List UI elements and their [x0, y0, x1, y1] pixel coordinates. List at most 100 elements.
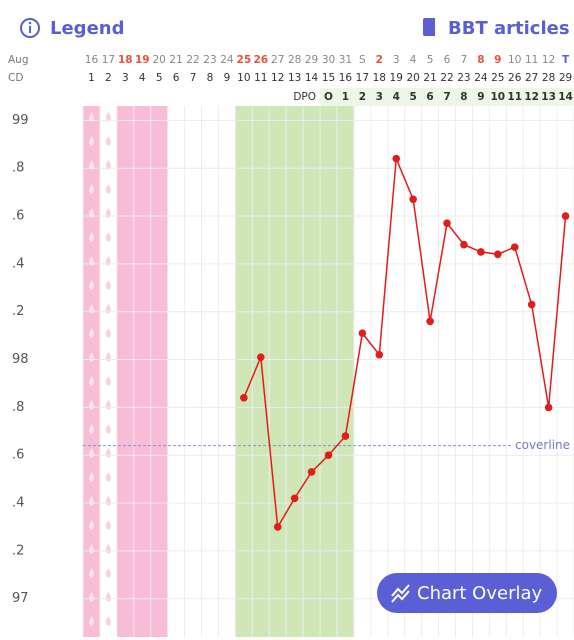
period-band — [116, 106, 134, 637]
drop-icon — [105, 208, 111, 218]
cd-label: 23 — [457, 72, 470, 84]
temperature-point — [426, 317, 434, 326]
button-label[interactable]: Chart Overlay — [417, 583, 543, 604]
period-band — [133, 106, 151, 637]
drop-icon — [88, 568, 94, 578]
cd-label: 5 — [156, 72, 163, 84]
foreground-layer: DPO1611721831942052162272382492510261127… — [12, 54, 573, 606]
chart-overlay-button[interactable]: Chart Overlay — [377, 573, 557, 613]
dpo-value: 8 — [460, 91, 467, 103]
temperature-point — [443, 219, 451, 228]
drop-icon — [88, 544, 94, 554]
legend-button[interactable]: Legend — [20, 18, 124, 39]
fertile-band — [286, 106, 304, 637]
background-layer — [82, 88, 574, 637]
cd-label: 14 — [305, 72, 319, 84]
date-label: 4 — [410, 54, 417, 66]
date-label: 10 — [508, 54, 521, 66]
cd-label: 1 — [88, 72, 95, 84]
period-band — [83, 106, 100, 637]
book-icon — [423, 18, 435, 36]
cd-label: 2 — [105, 72, 112, 84]
dpo-band — [320, 88, 574, 106]
temperature-point — [307, 468, 316, 476]
drop-icon — [105, 256, 111, 266]
cd-label: 26 — [508, 72, 522, 84]
drop-icon — [88, 184, 94, 194]
temperature-point — [375, 350, 384, 359]
date-label: 28 — [288, 54, 301, 66]
drop-icon — [105, 592, 111, 602]
drop-icon — [105, 328, 111, 338]
drop-icon — [105, 424, 111, 434]
cd-label: 21 — [423, 72, 436, 84]
cd-label: 25 — [491, 72, 504, 84]
cd-label: 29 — [559, 72, 572, 84]
cd-label: 10 — [237, 72, 250, 84]
date-label: S — [359, 54, 366, 66]
date-label: 22 — [186, 54, 199, 66]
y-tick-label: .6 — [12, 448, 24, 463]
temperature-point — [341, 432, 350, 440]
temperature-point — [240, 394, 248, 402]
y-tick-label: 99 — [12, 113, 29, 128]
dpo-value: 6 — [426, 91, 433, 103]
temperature-point — [290, 494, 299, 503]
temperature-point — [477, 248, 485, 256]
drop-icon — [105, 112, 111, 122]
y-tick-label: .6 — [12, 209, 24, 224]
drop-icon — [105, 280, 111, 290]
drop-icon — [88, 616, 94, 626]
cd-label: 4 — [139, 72, 146, 84]
drop-icon — [105, 448, 111, 458]
drop-icon — [105, 400, 111, 410]
fertile-band — [235, 106, 253, 637]
fertile-band — [336, 106, 355, 637]
temperature-point — [510, 243, 519, 251]
dpo-value: 11 — [507, 91, 522, 103]
temperature-point — [460, 240, 468, 249]
dpo-value: 5 — [409, 91, 416, 103]
cd-label: 16 — [339, 72, 353, 84]
drop-icon — [105, 304, 111, 314]
articles-link[interactable]: BBT articles — [448, 18, 570, 39]
period-band — [150, 106, 168, 637]
date-label: 24 — [220, 54, 234, 66]
drop-icon — [88, 472, 94, 482]
date-label: 9 — [494, 54, 501, 66]
drop-icon — [88, 232, 94, 242]
button-bg[interactable] — [377, 573, 557, 613]
cd-label: CD — [8, 72, 23, 84]
fertile-band — [320, 106, 338, 637]
cd-label: 15 — [322, 72, 335, 84]
articles-button[interactable]: BBT articles — [423, 18, 570, 39]
drop-icon — [105, 136, 111, 146]
info-icon — [20, 18, 40, 38]
cd-label: 13 — [288, 72, 301, 84]
drop-icon — [105, 544, 111, 554]
y-tick-label: 98 — [12, 352, 29, 367]
cd-label: 22 — [440, 72, 453, 84]
cd-label: 24 — [474, 72, 488, 84]
temperature-point — [494, 250, 502, 259]
drop-icon — [88, 136, 94, 146]
cd-label: 11 — [254, 72, 267, 84]
date-label: T — [562, 54, 570, 66]
drop-icon — [105, 568, 111, 578]
cd-label: 6 — [173, 72, 180, 84]
y-tick-label: .8 — [12, 400, 24, 415]
date-label: 21 — [169, 54, 182, 66]
cd-label: 7 — [190, 72, 197, 84]
dpo-value: 9 — [477, 91, 484, 103]
drop-icon — [88, 208, 94, 218]
button-icon — [391, 584, 410, 603]
temperature-point — [392, 154, 401, 163]
dpo-value: 7 — [443, 91, 450, 103]
y-tick-label: .4 — [12, 496, 24, 511]
dpo-value: 13 — [541, 91, 556, 103]
dpo-value: 3 — [376, 91, 383, 103]
cd-label: 8 — [207, 72, 214, 84]
date-label: 30 — [322, 54, 335, 66]
dpo-label: DPO — [293, 91, 316, 103]
legend-link[interactable]: Legend — [50, 18, 124, 39]
